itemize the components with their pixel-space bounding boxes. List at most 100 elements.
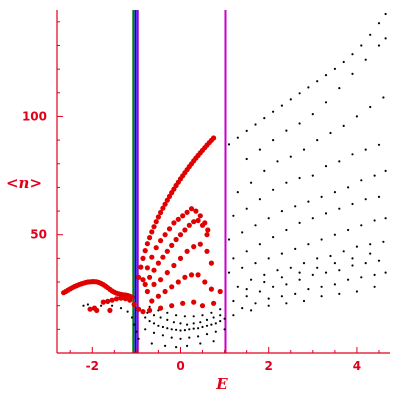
data-point-s1-125 xyxy=(347,278,350,281)
data-point-s0-101 xyxy=(164,270,170,276)
data-point-s1-43 xyxy=(232,214,235,217)
data-point-s0-132 xyxy=(122,296,128,302)
data-point-s1-4 xyxy=(263,117,266,120)
x-tick-label-1: 0 xyxy=(176,359,184,373)
data-point-s1-170 xyxy=(179,322,182,325)
data-point-s1-70 xyxy=(258,243,261,246)
data-point-s1-61 xyxy=(307,200,310,203)
data-point-s1-45 xyxy=(258,198,261,201)
data-point-s0-41 xyxy=(155,214,161,220)
data-point-s0-129 xyxy=(109,297,115,303)
data-point-s0-78 xyxy=(188,206,195,212)
data-point-s0-108 xyxy=(208,260,214,266)
data-point-s1-5 xyxy=(272,110,275,113)
data-point-s1-204 xyxy=(137,337,140,340)
data-point-s1-156 xyxy=(188,328,191,331)
data-point-s1-88 xyxy=(333,233,336,236)
data-point-s1-83 xyxy=(267,257,270,260)
data-point-s1-190 xyxy=(179,337,182,340)
data-point-s1-53 xyxy=(364,148,367,151)
data-point-s1-199 xyxy=(186,344,189,347)
data-point-s0-45 xyxy=(164,197,170,203)
data-point-s1-120 xyxy=(280,295,283,298)
data-point-s1-133 xyxy=(302,299,306,303)
data-point-s0-90 xyxy=(173,236,179,243)
data-point-s1-208 xyxy=(111,304,114,307)
data-point-s0-70 xyxy=(153,245,159,251)
data-point-s0-106 xyxy=(197,241,203,247)
x-axis-label: E xyxy=(215,375,228,393)
data-point-s1-198 xyxy=(175,346,178,349)
data-point-s1-179 xyxy=(166,311,169,314)
data-point-s1-12 xyxy=(333,67,336,70)
data-point-s0-135 xyxy=(136,306,142,312)
data-point-s1-129 xyxy=(232,314,235,317)
data-point-s1-38 xyxy=(329,131,332,135)
data-point-s1-80 xyxy=(227,271,231,274)
data-point-s1-135 xyxy=(338,292,341,295)
red-series xyxy=(61,135,223,315)
data-point-s0-75 xyxy=(175,216,181,222)
data-point-s1-154 xyxy=(179,329,182,332)
data-point-s1-113 xyxy=(338,269,341,272)
data-point-s1-203 xyxy=(135,330,138,333)
data-point-s1-197 xyxy=(164,344,167,347)
data-point-s1-85 xyxy=(294,247,297,250)
x-tick-label-0: -2 xyxy=(86,359,99,373)
data-point-s0-107 xyxy=(204,248,210,254)
data-point-s1-158 xyxy=(197,327,200,330)
data-point-s0-83 xyxy=(142,281,148,287)
data-point-s1-18 xyxy=(384,12,387,16)
data-point-s1-78 xyxy=(364,198,367,201)
data-point-s1-114 xyxy=(351,264,354,267)
data-point-s0-131 xyxy=(118,295,124,301)
data-point-s1-94 xyxy=(250,278,253,281)
data-point-s0-127 xyxy=(100,299,106,305)
y-tick-label-0: 50 xyxy=(30,228,47,242)
data-point-s1-6 xyxy=(280,104,283,107)
data-point-s1-116 xyxy=(377,259,381,262)
data-point-s1-76 xyxy=(338,207,341,210)
data-point-s0-69 xyxy=(149,254,155,260)
data-point-s1-152 xyxy=(170,328,173,331)
data-point-s1-174 xyxy=(205,318,209,321)
data-point-s1-185 xyxy=(219,308,222,311)
black-series xyxy=(82,12,387,349)
data-point-s1-99 xyxy=(316,257,319,260)
data-point-s0-36 xyxy=(144,241,150,247)
data-point-s1-3 xyxy=(254,123,257,126)
data-point-s1-67 xyxy=(384,169,387,172)
data-point-s1-126 xyxy=(360,276,363,279)
data-point-s1-142 xyxy=(316,266,319,269)
data-point-s0-91 xyxy=(177,232,184,238)
data-point-s1-50 xyxy=(324,165,328,168)
data-point-s0-111 xyxy=(162,288,168,295)
data-point-s1-102 xyxy=(355,245,358,248)
data-point-s1-115 xyxy=(364,262,367,265)
data-point-s1-118 xyxy=(254,302,257,305)
data-point-s1-148 xyxy=(152,322,156,325)
data-point-s0-72 xyxy=(162,232,168,238)
data-point-s0-104 xyxy=(184,248,190,254)
data-point-s1-124 xyxy=(333,283,336,286)
data-point-s0-85 xyxy=(151,267,157,273)
data-point-s0-88 xyxy=(164,248,170,254)
data-point-s1-196 xyxy=(150,342,153,345)
data-point-s1-58 xyxy=(267,217,270,220)
data-point-s1-159 xyxy=(201,325,204,329)
data-point-s1-19 xyxy=(245,157,248,161)
data-point-s1-54 xyxy=(377,143,381,146)
data-point-s1-77 xyxy=(351,202,354,206)
data-point-s0-140 xyxy=(107,307,113,313)
data-point-s1-16 xyxy=(369,33,372,36)
data-point-s0-128 xyxy=(105,298,111,304)
data-point-s1-206 xyxy=(126,310,129,313)
data-point-s0-40 xyxy=(153,219,159,225)
data-point-s1-140 xyxy=(280,276,283,279)
data-point-s0-110 xyxy=(155,293,161,299)
data-point-s1-89 xyxy=(347,228,350,232)
data-point-s1-93 xyxy=(236,285,239,288)
data-point-s0-130 xyxy=(113,296,120,302)
data-point-s0-105 xyxy=(191,244,197,250)
data-point-s1-184 xyxy=(210,311,213,314)
